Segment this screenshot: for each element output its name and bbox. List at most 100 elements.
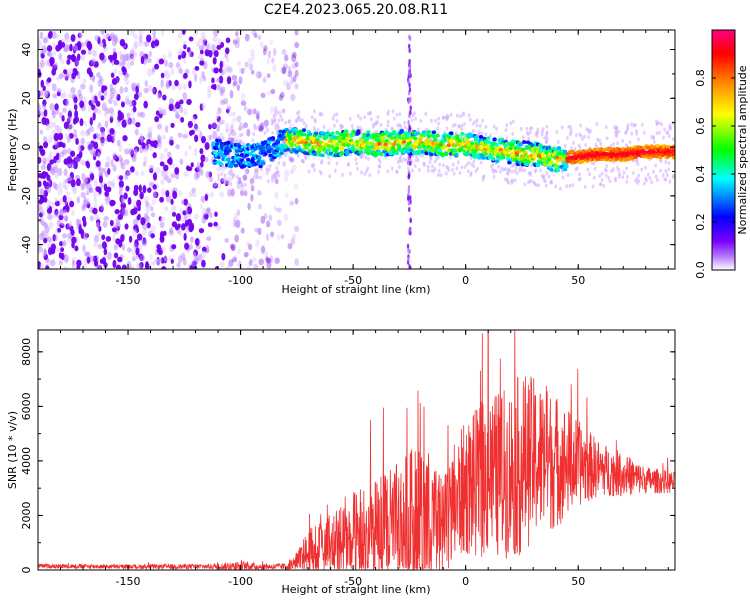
heatmap-noise-cell bbox=[90, 104, 96, 111]
heatmap-noise-cell bbox=[82, 244, 86, 253]
heatmap-noise-cell bbox=[108, 107, 114, 114]
heatmap-noise-cell bbox=[249, 48, 255, 57]
heatmap-noise-cell bbox=[60, 42, 66, 48]
heatmap-noise-cell bbox=[161, 266, 167, 269]
heatmap-halo-cell bbox=[265, 125, 268, 130]
heatmap-noise-cell bbox=[266, 261, 272, 269]
spectrogram-heatmap bbox=[38, 30, 675, 269]
heatmap-noise-cell bbox=[294, 69, 299, 78]
heatmap-stripe-cell bbox=[408, 82, 411, 88]
heatmap-halo-cell bbox=[270, 121, 274, 126]
heatmap-halo-cell bbox=[671, 137, 675, 142]
heatmap-halo-cell bbox=[390, 166, 394, 171]
heatmap-noise-cell bbox=[89, 173, 95, 181]
heatmap-noise-cell bbox=[163, 170, 169, 176]
heatmap-noise-cell bbox=[87, 49, 92, 56]
heatmap-halo-cell bbox=[271, 130, 275, 135]
heatmap-core-cell bbox=[631, 151, 636, 155]
heatmap-halo-cell bbox=[386, 119, 390, 124]
heatmap-noise-cell bbox=[89, 215, 94, 222]
heatmap-noise-cell bbox=[181, 30, 186, 35]
heatmap-noise-cell bbox=[50, 248, 56, 255]
heatmap-stripe-cell bbox=[408, 48, 411, 54]
heatmap-noise-cell bbox=[38, 43, 41, 51]
heatmap-noise-cell bbox=[220, 166, 226, 172]
heatmap-noise-cell bbox=[99, 77, 105, 86]
heatmap-noise-cell bbox=[43, 196, 48, 203]
heatmap-noise-cell bbox=[54, 234, 58, 242]
heatmap-halo-cell bbox=[422, 161, 426, 166]
heatmap-band-cell bbox=[346, 143, 351, 148]
heatmap-noise-cell bbox=[80, 159, 85, 166]
heatmap-noise-cell bbox=[194, 134, 199, 143]
heatmap-noise-cell bbox=[262, 76, 267, 84]
heatmap-noise-cell bbox=[130, 60, 135, 66]
heatmap-noise-cell bbox=[78, 223, 82, 232]
heatmap-noise-cell bbox=[51, 167, 55, 176]
heatmap-halo-cell bbox=[621, 138, 625, 143]
heatmap-halo-cell bbox=[426, 164, 430, 169]
heatmap-noise-cell bbox=[126, 62, 132, 70]
heatmap-noise-cell bbox=[118, 239, 123, 248]
heatmap-noise-cell bbox=[49, 103, 55, 111]
heatmap-noise-cell bbox=[281, 48, 287, 55]
heatmap-halo-cell bbox=[252, 132, 256, 137]
heatmap-noise-cell bbox=[184, 219, 189, 227]
heatmap-halo-cell bbox=[430, 168, 434, 173]
heatmap-noise-cell bbox=[82, 179, 88, 187]
heatmap-band-cell bbox=[506, 156, 511, 161]
heatmap-noise-cell bbox=[201, 31, 206, 39]
heatmap-noise-cell bbox=[88, 142, 94, 151]
heatmap-noise-cell bbox=[235, 30, 239, 37]
heatmap-noise-cell bbox=[193, 171, 199, 181]
heatmap-noise-cell bbox=[175, 144, 180, 150]
heatmap-noise-cell bbox=[88, 60, 94, 67]
heatmap-noise-cell bbox=[121, 207, 126, 216]
heatmap-band-cell bbox=[432, 138, 438, 143]
heatmap-halo-cell bbox=[456, 160, 460, 165]
heatmap-noise-cell bbox=[233, 80, 238, 86]
heatmap-noise-cell bbox=[58, 260, 63, 266]
heatmap-noise-cell bbox=[124, 72, 129, 78]
heatmap-halo-cell bbox=[224, 180, 228, 185]
heatmap-halo-cell bbox=[451, 123, 455, 128]
heatmap-noise-cell bbox=[183, 44, 187, 50]
heatmap-band-cell bbox=[314, 131, 319, 136]
heatmap-noise-cell bbox=[82, 203, 88, 209]
heatmap-halo-cell bbox=[377, 170, 380, 175]
heatmap-halo-cell bbox=[364, 155, 368, 160]
heatmap-noise-cell bbox=[43, 36, 49, 43]
heatmap-noise-cell bbox=[136, 199, 142, 208]
heatmap-noise-cell bbox=[273, 205, 277, 211]
heatmap-noise-cell bbox=[266, 58, 270, 66]
heatmap-noise-cell bbox=[229, 90, 234, 99]
heatmap-noise-cell bbox=[236, 36, 240, 44]
heatmap-band-cell bbox=[452, 143, 458, 148]
heatmap-noise-cell bbox=[111, 179, 116, 187]
heatmap-halo-cell bbox=[469, 172, 473, 177]
heatmap-halo-cell bbox=[418, 168, 421, 173]
colorbar bbox=[711, 29, 736, 271]
heatmap-halo-cell bbox=[648, 176, 652, 181]
heatmap-halo-cell bbox=[664, 169, 668, 174]
heatmap-halo-cell bbox=[600, 177, 604, 182]
heatmap-halo-cell bbox=[527, 136, 531, 141]
heatmap-halo-cell bbox=[521, 135, 525, 140]
heatmap-halo-cell bbox=[478, 123, 482, 128]
heatmap-noise-cell bbox=[286, 82, 291, 91]
heatmap-noise-cell bbox=[70, 54, 75, 61]
heatmap-noise-cell bbox=[40, 53, 45, 59]
heatmap-halo-cell bbox=[504, 128, 508, 133]
heatmap-noise-cell bbox=[158, 216, 162, 222]
heatmap-halo-cell bbox=[593, 166, 597, 171]
heatmap-noise-cell bbox=[238, 67, 243, 74]
heatmap-noise-cell bbox=[46, 258, 51, 267]
heatmap-noise-cell bbox=[150, 140, 156, 147]
heatmap-noise-cell bbox=[231, 74, 238, 81]
heatmap-noise-cell bbox=[112, 98, 118, 106]
heatmap-noise-cell bbox=[157, 90, 162, 99]
heatmap-noise-cell bbox=[83, 251, 90, 257]
heatmap-noise-cell bbox=[39, 262, 44, 269]
heatmap-noise-cell bbox=[159, 221, 165, 229]
heatmap-noise-cell bbox=[138, 30, 144, 37]
